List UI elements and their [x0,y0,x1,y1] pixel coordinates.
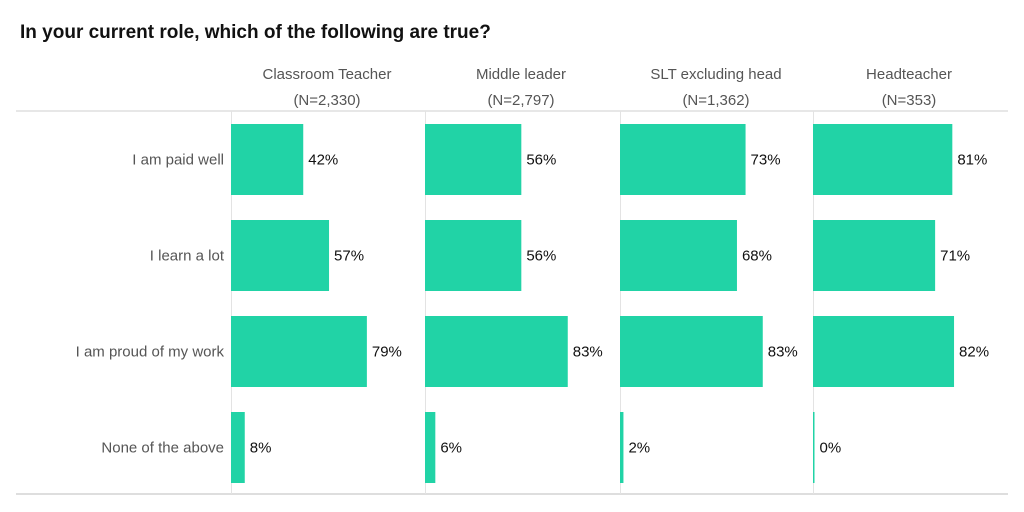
bar [620,124,746,195]
panel-title: Middle leader [476,66,566,83]
bars-layer [231,124,955,483]
data-label: 2% [628,440,650,457]
panel-sample-size: (N=353) [882,92,937,109]
labels-layer: I am paid well I learn a lot I am proud of… [76,66,989,457]
data-label: 8% [250,440,272,457]
data-label: 79% [372,344,402,361]
bar [231,220,330,291]
panel-title: Headteacher [866,66,952,83]
data-label: 68% [742,248,772,265]
bar [620,316,763,387]
data-label: 42% [308,152,338,169]
data-label: 73% [751,152,781,169]
bar [231,412,245,483]
row-label: I am proud of my work [76,344,225,361]
chart-title: In your current role, which of the follo… [20,22,491,43]
bar [813,220,936,291]
data-label: 6% [440,440,462,457]
bar [425,412,436,483]
row-label: I learn a lot [150,248,225,265]
data-label: 56% [526,152,556,169]
bar [425,220,522,291]
bar [425,316,568,387]
row-label: I am paid well [132,152,224,169]
panel-title: Classroom Teacher [263,66,392,83]
bar [231,316,367,387]
row-label: None of the above [101,440,224,457]
bar [813,316,955,387]
data-label: 56% [526,248,556,265]
data-label: 83% [768,344,798,361]
data-label: 82% [959,344,989,361]
panel-sample-size: (N=2,330) [293,92,360,109]
panel-sample-size: (N=1,362) [682,92,749,109]
bar [813,412,815,483]
panel-title: SLT excluding head [650,66,781,83]
bar [620,412,624,483]
bar [425,124,522,195]
data-label: 81% [957,152,987,169]
bar [620,220,737,291]
panel-sample-size: (N=2,797) [487,92,554,109]
data-label: 0% [820,440,842,457]
data-label: 71% [940,248,970,265]
data-label: 57% [334,248,364,265]
data-label: 83% [573,344,603,361]
bar [231,124,304,195]
bar [813,124,953,195]
